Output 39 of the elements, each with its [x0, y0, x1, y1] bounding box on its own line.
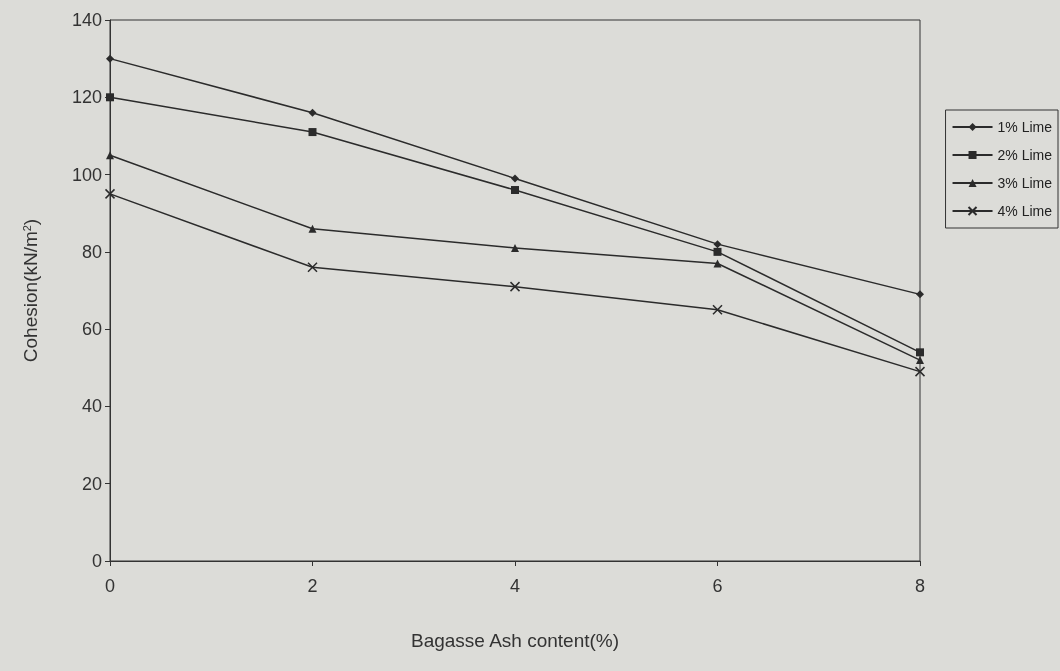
y-tick-label: 0: [91, 551, 102, 571]
x-tick-label: 8: [914, 576, 926, 596]
point: [308, 128, 317, 137]
point: [713, 247, 722, 256]
point: [511, 243, 519, 252]
point: [106, 151, 114, 160]
y-tick-label: 100: [71, 164, 102, 185]
point: [916, 348, 924, 357]
y-tick-label: 80: [81, 241, 102, 262]
y-tick-label: 140: [71, 10, 102, 30]
x-tick-label: 0: [104, 576, 116, 596]
point: [308, 108, 317, 117]
y-tick-label: 120: [71, 87, 102, 108]
y-tick-label: 40: [81, 396, 102, 417]
point: [713, 240, 722, 249]
point: [308, 224, 317, 233]
point: [104, 188, 116, 200]
legend-label: 2% Lime: [997, 147, 1053, 163]
point: [307, 262, 318, 273]
point: [106, 93, 114, 102]
legend-label: 4% Lime: [997, 203, 1053, 219]
x-axis-title: Bagasse Ash content(%): [410, 630, 620, 651]
point: [509, 281, 521, 292]
point: [511, 174, 519, 183]
point: [106, 54, 114, 63]
point: [713, 259, 722, 268]
y-tick-label: 60: [81, 319, 102, 340]
legend-label: 3% Lime: [997, 175, 1053, 191]
x-tick-label: 6: [712, 576, 723, 596]
point: [916, 290, 924, 299]
y-axis-title: Cohesion(kN/m2): [20, 218, 41, 363]
x-tick-label: 2: [307, 576, 318, 596]
point: [511, 186, 519, 195]
point: [916, 356, 924, 365]
legend-label: 1% Lime: [997, 119, 1053, 135]
point: [914, 366, 926, 377]
y-tick-label: 20: [81, 473, 102, 494]
point: [712, 304, 723, 316]
x-tick-label: 4: [509, 576, 521, 596]
